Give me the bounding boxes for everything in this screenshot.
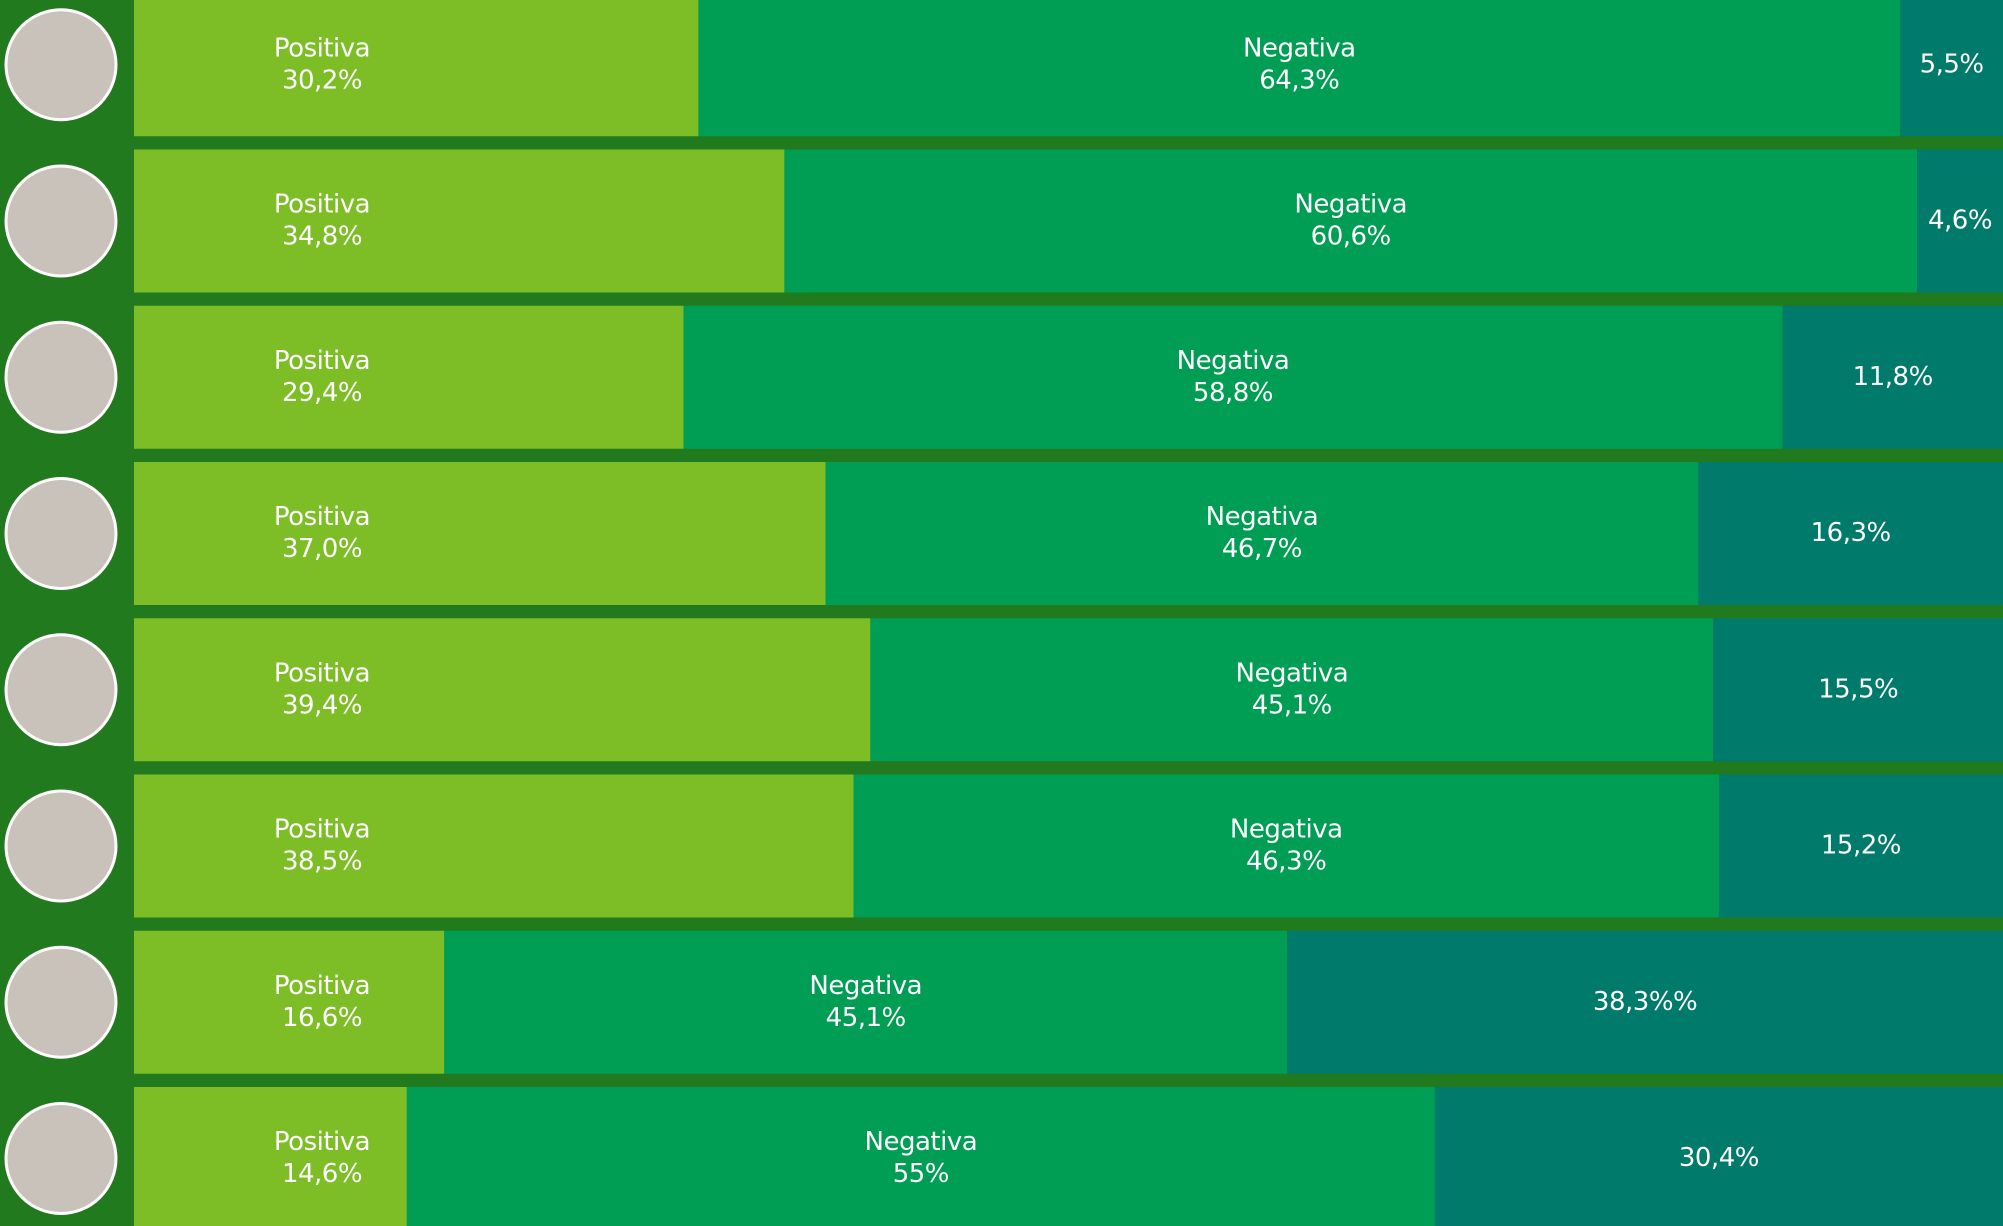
bar-segment: [406, 1087, 1435, 1226]
bar-segment: [1713, 618, 2003, 762]
bar-segment: [134, 0, 699, 137]
segment-name: Positiva: [274, 33, 370, 63]
avatar: [4, 945, 118, 1059]
value-label: 64,3%: [1259, 65, 1339, 95]
bar-segment: [134, 1087, 407, 1226]
avatar: [4, 8, 118, 122]
segment-name: Negativa: [809, 971, 922, 1001]
bar-segment: [444, 930, 1288, 1074]
avatar: [4, 320, 118, 434]
segment-name: Positiva: [274, 346, 370, 376]
value-label: 11,8%: [1853, 362, 1933, 392]
segment-name: Positiva: [274, 1127, 370, 1157]
bar-segment: [134, 149, 785, 293]
segment-name: Negativa: [1177, 346, 1290, 376]
segment-name: Negativa: [1294, 190, 1407, 220]
bar-segment: [1287, 930, 2003, 1074]
value-label: 37,0%: [282, 534, 362, 564]
bar-segment: [134, 774, 854, 918]
avatar: [4, 477, 118, 590]
segment-name: Negativa: [1243, 33, 1356, 63]
value-label: 39,4%: [282, 690, 362, 720]
value-label: 30,4%: [1679, 1143, 1759, 1173]
value-label: 38,3%%: [1593, 987, 1697, 1017]
value-label: 5,5%: [1920, 49, 1984, 79]
bar-segment: [134, 618, 871, 762]
value-label: 15,5%: [1818, 674, 1898, 704]
bar-segment: [683, 305, 1783, 449]
value-label: 55%: [893, 1159, 949, 1189]
value-label: 38,5%: [282, 847, 362, 877]
bar-segment: [1917, 149, 2003, 293]
segment-name: Negativa: [1230, 815, 1343, 845]
bar-segment: [853, 774, 1719, 918]
value-label: 4,6%: [1928, 206, 1992, 236]
segment-name: Negativa: [1236, 658, 1349, 688]
segment-name: Positiva: [274, 190, 370, 220]
value-label: 16,6%: [282, 1003, 362, 1033]
avatar: [4, 1102, 118, 1215]
segment-name: Positiva: [274, 815, 370, 845]
bar-segment: [825, 462, 1699, 605]
avatar: [4, 164, 118, 278]
value-label: 34,8%: [282, 222, 362, 252]
bar-segment: [134, 930, 445, 1074]
value-label: 29,4%: [282, 378, 362, 408]
segment-name: Negativa: [1206, 502, 1319, 532]
bar-segment: [698, 0, 1901, 137]
value-label: 45,1%: [1252, 690, 1332, 720]
bar-segment: [1900, 0, 2003, 137]
value-label: 46,7%: [1222, 534, 1302, 564]
bar-segment: [1434, 1087, 2003, 1226]
segment-name: Negativa: [865, 1127, 978, 1157]
bar-segment: [1782, 305, 2003, 449]
value-label: 58,8%: [1193, 378, 1273, 408]
bar-segment: [134, 305, 684, 449]
value-label: 30,2%: [282, 65, 362, 95]
segment-name: Positiva: [274, 502, 370, 532]
segment-name: Positiva: [274, 971, 370, 1001]
bar-segment: [1698, 462, 2003, 605]
bar-segment: [784, 149, 1918, 293]
segment-name: Positiva: [274, 658, 370, 688]
bar-segment: [1718, 774, 2003, 918]
value-label: 14,6%: [282, 1159, 362, 1189]
avatar: [4, 789, 118, 903]
value-label: 46,3%: [1246, 847, 1326, 877]
value-label: 60,6%: [1311, 222, 1391, 252]
value-label: 16,3%: [1811, 518, 1891, 548]
value-label: 15,2%: [1821, 831, 1901, 861]
value-label: 45,1%: [826, 1003, 906, 1033]
bar-segment: [870, 618, 1714, 762]
bar-segment: [134, 462, 826, 605]
avatar: [4, 633, 118, 747]
